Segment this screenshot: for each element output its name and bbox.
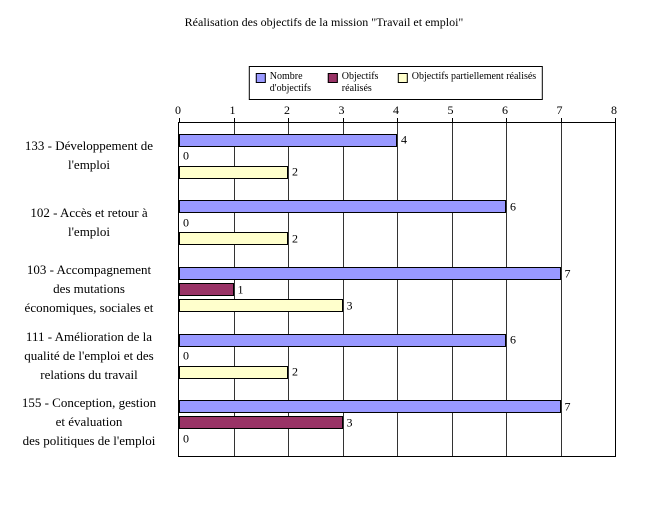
legend: Nombre d'objectifs Objectifs réalisés Obje… bbox=[248, 66, 544, 100]
x-tick-label: 7 bbox=[556, 103, 563, 117]
legend-swatch-icon bbox=[255, 73, 266, 83]
legend-label: Objectifs partiellement réalisés bbox=[411, 71, 537, 82]
bar-value-label: 3 bbox=[346, 298, 353, 312]
bar-value-label: 0 bbox=[183, 348, 189, 363]
x-tick-label: 5 bbox=[447, 103, 454, 117]
x-tick-mark bbox=[397, 118, 398, 123]
bar-series0-row3 bbox=[179, 333, 506, 347]
bar-series1-row4 bbox=[179, 416, 343, 430]
vertical-gridline bbox=[397, 123, 398, 456]
plot-area: 4 6 7 6 7 0 0 1 0 3 2 2 3 2 0 bbox=[178, 118, 616, 457]
legend-swatch-icon bbox=[327, 73, 338, 83]
bar-series2-row2 bbox=[179, 299, 343, 312]
x-tick-mark bbox=[342, 118, 344, 123]
vertical-gridline bbox=[288, 123, 289, 456]
bar-value-label: 6 bbox=[510, 332, 516, 347]
category-label-text: 103 - Accompagnement des mutations écono… bbox=[24, 261, 154, 315]
x-tick-mark bbox=[179, 118, 180, 123]
x-tick-label: 1 bbox=[229, 103, 236, 117]
bar-series2-row3 bbox=[179, 365, 288, 379]
legend-item: Nombre d'objectifs bbox=[255, 71, 320, 95]
category-label-text: 133 - Développement de l'emploi bbox=[24, 138, 154, 173]
x-tick-label: 8 bbox=[611, 103, 617, 117]
vertical-gridline bbox=[451, 123, 453, 456]
bar-value-label: 7 bbox=[564, 399, 571, 414]
x-tick-label: 4 bbox=[393, 103, 399, 117]
bar-series0-row1 bbox=[179, 200, 506, 214]
category-label-text: 111 - Amélioration de la qualité de l'em… bbox=[24, 328, 154, 382]
bar-series0-row4 bbox=[179, 400, 561, 414]
bar-value-label: 3 bbox=[346, 415, 353, 430]
vertical-gridline bbox=[560, 123, 562, 456]
legend-item: Objectifs partiellement réalisés bbox=[397, 71, 537, 83]
bar-series0-row2 bbox=[179, 267, 561, 280]
category-label: 103 - Accompagnement des mutations écono… bbox=[6, 255, 172, 322]
bar-series2-row1 bbox=[179, 232, 288, 246]
x-tick-mark bbox=[233, 118, 235, 123]
bar-series1-row2 bbox=[179, 283, 234, 296]
bar-value-label: 2 bbox=[292, 231, 298, 246]
bar-value-label: 7 bbox=[564, 266, 571, 280]
bar-value-label: 0 bbox=[183, 431, 189, 446]
category-label-text: 155 - Conception, gestion et évaluation … bbox=[21, 395, 157, 449]
chart-title: Réalisation des objectifs de la mission … bbox=[184, 15, 464, 29]
bar-value-label: 2 bbox=[292, 364, 298, 379]
x-tick-label: 3 bbox=[338, 103, 345, 117]
bar-series0-row0 bbox=[179, 133, 397, 147]
bar-value-label: 6 bbox=[510, 199, 516, 214]
x-tick-label: 6 bbox=[502, 103, 508, 117]
category-label: 133 - Développement de l'emploi bbox=[6, 122, 172, 189]
x-tick-mark bbox=[615, 118, 616, 123]
bar-series2-row0 bbox=[179, 165, 288, 179]
x-tick-label: 2 bbox=[284, 103, 290, 117]
bar-value-label: 4 bbox=[401, 132, 407, 147]
x-tick-mark bbox=[506, 118, 507, 123]
x-tick-mark bbox=[560, 118, 562, 123]
legend-label: Objectifs réalisés bbox=[341, 71, 379, 94]
vertical-gridline bbox=[506, 123, 507, 456]
category-label-text: 102 - Accès et retour à l'emploi bbox=[30, 204, 148, 239]
bar-value-label: 1 bbox=[237, 282, 244, 296]
bar-value-label: 2 bbox=[292, 164, 298, 179]
legend-item: Objectifs réalisés bbox=[327, 71, 390, 95]
x-tick-label: 0 bbox=[175, 103, 181, 117]
category-label: 155 - Conception, gestion et évaluation … bbox=[6, 388, 172, 455]
x-tick-mark bbox=[451, 118, 453, 123]
bar-value-label: 0 bbox=[183, 215, 189, 230]
legend-label: Nombre d'objectifs bbox=[269, 71, 312, 94]
vertical-gridline bbox=[233, 123, 235, 456]
x-tick-mark bbox=[288, 118, 289, 123]
category-label: 102 - Accès et retour à l'emploi bbox=[6, 189, 172, 256]
vertical-gridline bbox=[342, 123, 344, 456]
legend-swatch-icon bbox=[397, 73, 408, 83]
category-label: 111 - Amélioration de la qualité de l'em… bbox=[6, 322, 172, 389]
bar-value-label: 0 bbox=[183, 148, 189, 163]
